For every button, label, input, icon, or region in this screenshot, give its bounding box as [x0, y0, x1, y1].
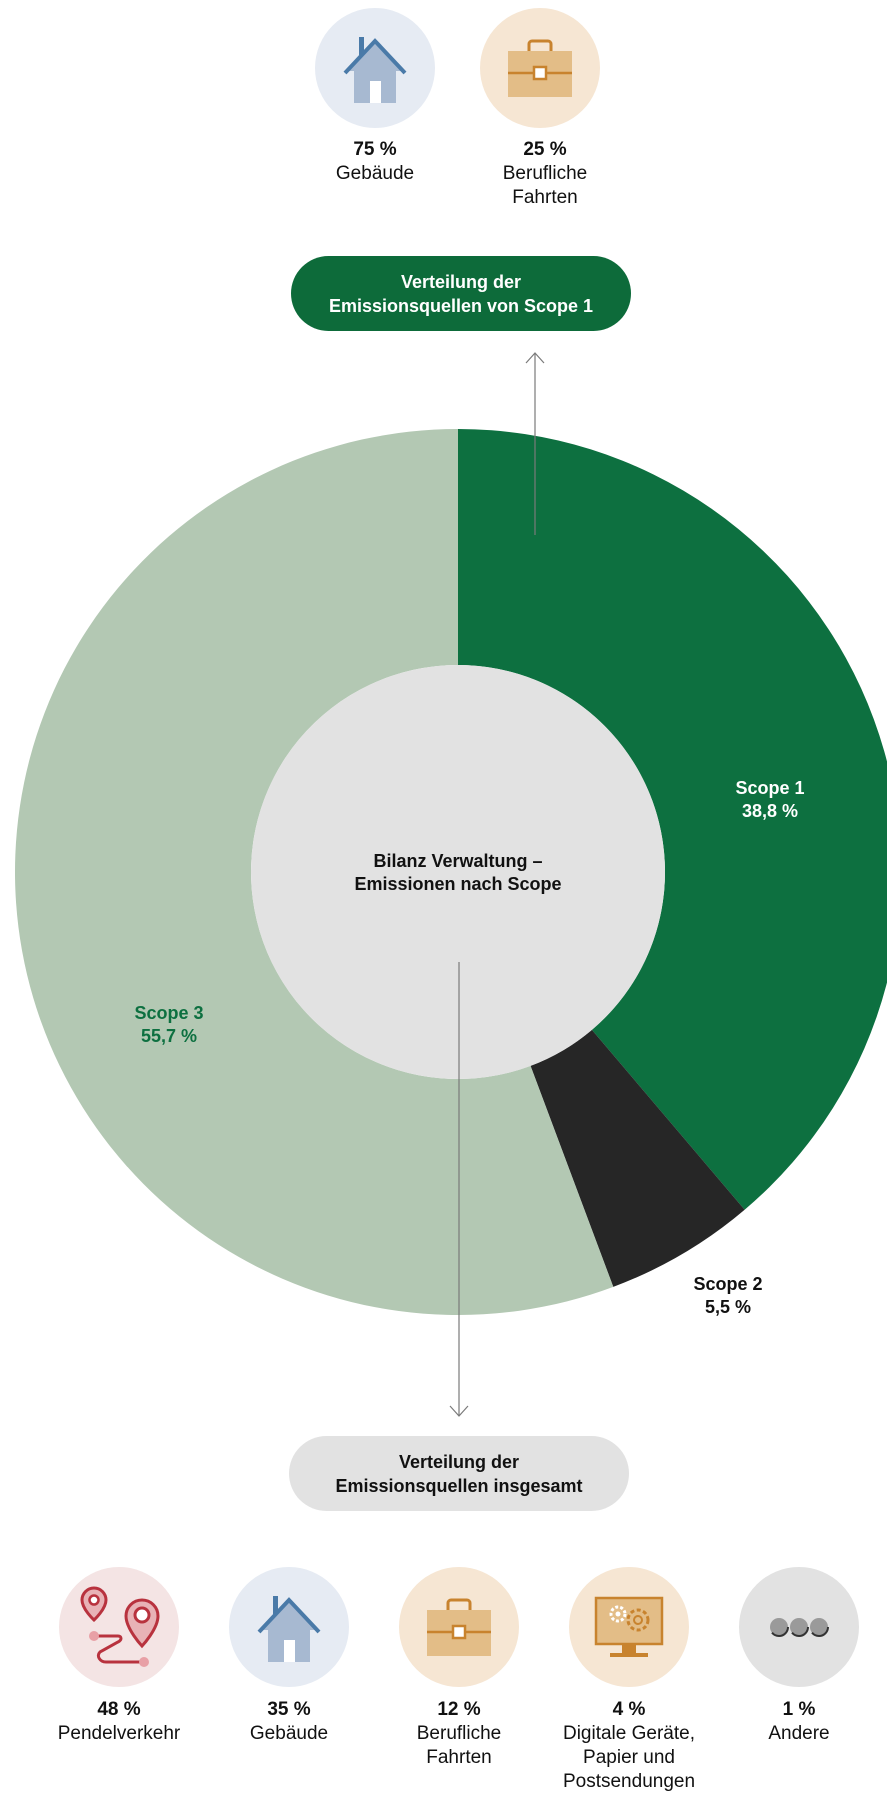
slice-value-scope2: 5,5 %: [704, 1297, 752, 1317]
slice-scope-1: [458, 429, 887, 1210]
more-dots-icon: [769, 1617, 829, 1637]
slice-name-scope3: Scope 3: [134, 1003, 204, 1023]
scope1-business-travel-icon-circle: [480, 8, 600, 128]
scope1-buildings-percent: 75 %: [353, 139, 397, 160]
commute-route-icon: [80, 1586, 160, 1667]
house-icon: [343, 37, 407, 103]
total-digital-icon-circle: [569, 1567, 689, 1687]
total-commute-label: 48 % Pendelverkehr: [44, 1698, 194, 1746]
scope1-business-travel-percent: 25 %: [523, 139, 567, 160]
total-commute-percent: 48 %: [97, 1699, 141, 1720]
scope1-buildings-label: 75 % Gebäude: [300, 138, 450, 186]
total-digital-percent: 4 %: [612, 1699, 646, 1720]
total-buildings-text: Gebäude: [249, 1723, 329, 1744]
total-business-travel-text-2: Fahrten: [426, 1747, 492, 1768]
slice-name-scope1: Scope 1: [735, 778, 805, 798]
computer-gear-icon: [594, 1596, 664, 1657]
chart-center-title: Bilanz Verwaltung – Emissionen nach Scop…: [328, 850, 588, 896]
chart-subtitle: Emissionen nach Scope: [354, 874, 562, 894]
chart-title: Bilanz Verwaltung –: [373, 851, 543, 871]
total-digital-label: 4 % Digitale Geräte, Papier und Postsend…: [554, 1698, 704, 1794]
slice-label-scope1: Scope 1 38,8 %: [690, 777, 850, 823]
scope1-pill-line2: Emissionsquellen von Scope 1: [328, 295, 594, 316]
total-business-travel-percent: 12 %: [437, 1699, 481, 1720]
scope1-distribution-pill: Verteilung der Emissionsquellen von Scop…: [291, 256, 631, 331]
total-distribution-pill: Verteilung der Emissionsquellen insgesam…: [289, 1436, 629, 1511]
total-others-percent: 1 %: [782, 1699, 816, 1720]
total-others-text: Andere: [768, 1723, 830, 1744]
total-digital-text-2: Papier und: [583, 1747, 675, 1768]
total-digital-text-3: Postsendungen: [562, 1771, 696, 1792]
total-buildings-percent: 35 %: [267, 1699, 311, 1720]
scope1-business-travel-text-1: Berufliche: [502, 163, 588, 184]
scope1-buildings-icon-circle: [315, 8, 435, 128]
total-pill-line1: Verteilung der: [398, 1451, 520, 1472]
scope1-pill-line1: Verteilung der: [400, 271, 522, 292]
briefcase-icon: [427, 1598, 491, 1656]
slice-label-scope2: Scope 2 5,5 %: [648, 1273, 808, 1319]
total-pill-line2: Emissionsquellen insgesamt: [335, 1475, 583, 1496]
scope1-business-travel-label: 25 % Berufliche Fahrten: [470, 138, 620, 210]
house-icon: [257, 1596, 321, 1662]
scope1-business-travel-text-2: Fahrten: [512, 187, 578, 208]
total-buildings-label: 35 % Gebäude: [214, 1698, 364, 1746]
donut-center: [251, 665, 665, 1079]
slice-value-scope1: 38,8 %: [741, 801, 799, 821]
briefcase-icon: [508, 39, 572, 97]
total-buildings-icon-circle: [229, 1567, 349, 1687]
slice-scope-3: [14, 429, 614, 1315]
scope1-buildings-text: Gebäude: [335, 163, 415, 184]
total-commute-text: Pendelverkehr: [57, 1723, 181, 1744]
total-others-label: 1 % Andere: [724, 1698, 874, 1746]
slice-label-scope3: Scope 3 55,7 %: [89, 1002, 249, 1048]
slice-scope-2: [530, 1029, 745, 1287]
total-commute-icon-circle: [59, 1567, 179, 1687]
total-business-travel-label: 12 % Berufliche Fahrten: [384, 1698, 534, 1770]
total-business-travel-icon-circle: [399, 1567, 519, 1687]
total-digital-text-1: Digitale Geräte,: [562, 1723, 695, 1744]
arrow-to-scope1-head: [525, 352, 545, 364]
total-others-icon-circle: [739, 1567, 859, 1687]
arrow-to-total-head: [449, 1405, 469, 1417]
total-business-travel-text-1: Berufliche: [416, 1723, 502, 1744]
slice-name-scope2: Scope 2: [693, 1274, 763, 1294]
slice-value-scope3: 55,7 %: [140, 1026, 198, 1046]
